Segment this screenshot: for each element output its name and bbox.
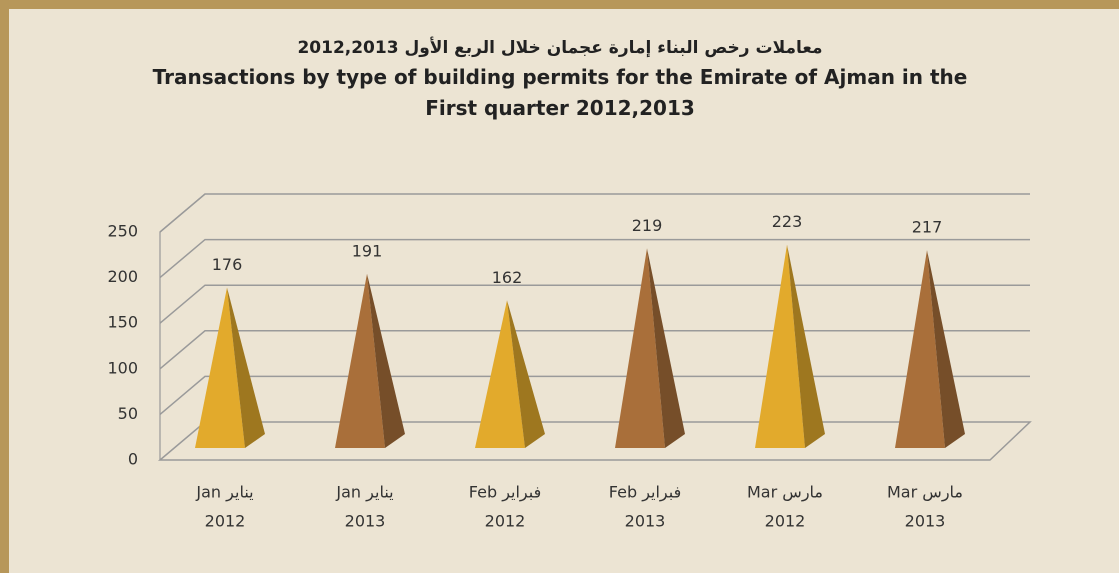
y-tick-label: 0 [128, 450, 138, 469]
pyramid [615, 248, 685, 448]
value-label: 219 [632, 216, 663, 235]
value-label: 223 [772, 212, 803, 231]
grid-line [159, 375, 1030, 415]
pyramid-front [335, 273, 385, 448]
pyramid-side [367, 273, 405, 448]
x-tick-label: Feb فبراير [609, 483, 681, 503]
value-label: 176 [212, 255, 243, 274]
value-label: 217 [912, 218, 943, 237]
grid-line [159, 284, 1030, 324]
x-tick-label: Jan يناير [335, 483, 393, 503]
pyramid-front [755, 244, 805, 448]
value-label: 191 [352, 241, 383, 260]
grid-line [159, 330, 1030, 370]
y-tick-label: 200 [107, 267, 138, 286]
grid-line [159, 238, 1030, 279]
grid-line [157, 421, 1032, 461]
x-tick-label: Jan يناير [195, 483, 253, 503]
x-tick-label: Mar مارس [747, 483, 823, 503]
x-tick-label: Feb فبراير [469, 483, 541, 503]
pyramid-front [195, 287, 245, 448]
x-tick-label: 2012 [765, 512, 806, 531]
pyramid-front [895, 250, 945, 448]
pyramid [755, 244, 825, 448]
y-tick-label: 150 [107, 313, 138, 332]
axis-wall [159, 193, 206, 460]
pyramid-side [647, 248, 685, 448]
x-tick-label: 2013 [625, 512, 666, 531]
pyramid [475, 300, 545, 448]
pyramid-front [475, 300, 525, 448]
x-tick-label: Mar مارس [887, 483, 963, 503]
y-tick-label: 100 [107, 358, 138, 377]
x-tick-label: 2012 [485, 512, 526, 531]
x-tick-label: 2012 [205, 512, 246, 531]
y-tick-label: 50 [118, 404, 138, 423]
pyramid-front [615, 248, 665, 448]
pyramid [895, 250, 965, 448]
pyramid-side [507, 300, 545, 448]
pyramid-side [787, 244, 825, 448]
grid-line [159, 193, 1030, 233]
chart-title: Transactions by type of building permits… [152, 65, 968, 120]
pyramid [195, 287, 265, 448]
y-tick-label: 250 [107, 222, 138, 241]
pyramid [335, 273, 405, 448]
titles: معاملات رخص البناء إمارة عجمان خلال الرب… [140, 38, 980, 124]
pyramid-side [227, 287, 265, 448]
value-label: 162 [492, 268, 523, 287]
chart-title-ar: معاملات رخص البناء إمارة عجمان خلال الرب… [297, 38, 823, 58]
pyramid-side [927, 250, 965, 448]
x-tick-label: 2013 [345, 512, 386, 531]
x-tick-label: 2013 [905, 512, 946, 531]
